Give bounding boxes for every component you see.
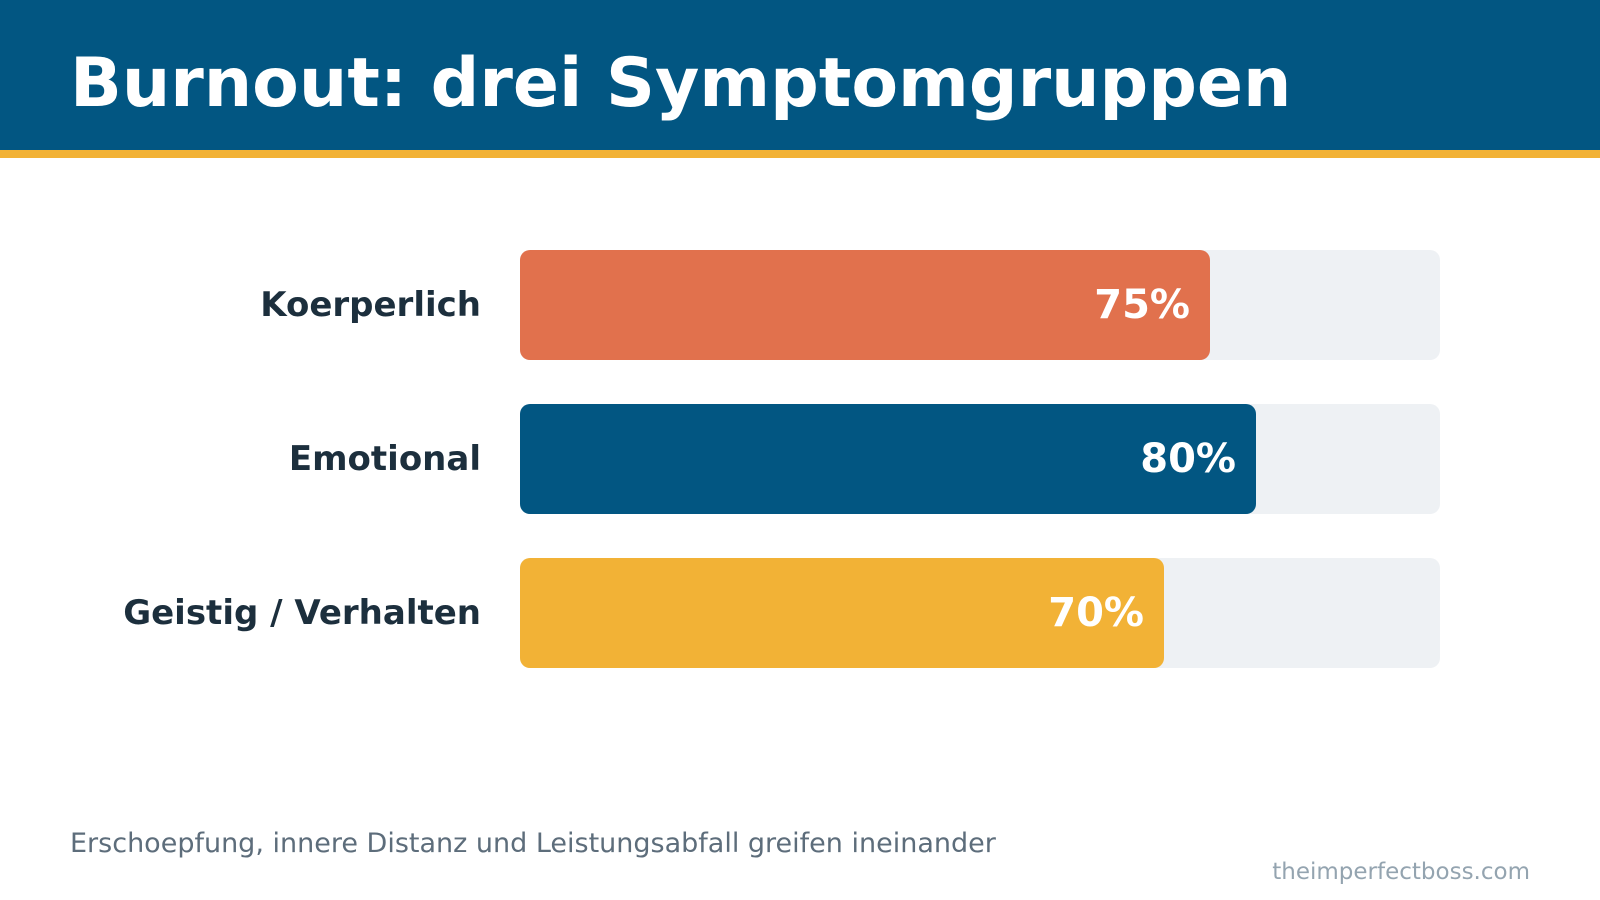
- bar: [520, 404, 1256, 514]
- category-label: Koerperlich: [260, 285, 481, 325]
- value-label: 70%: [1048, 590, 1144, 636]
- value-label: 80%: [1140, 436, 1236, 482]
- bar: [520, 250, 1210, 360]
- bar: [520, 558, 1164, 668]
- category-label: Emotional: [289, 439, 481, 479]
- value-label: 75%: [1094, 282, 1190, 328]
- source-credit: theimperfectboss.com: [1272, 859, 1530, 885]
- category-label: Geistig / Verhalten: [123, 593, 481, 633]
- accent-stripe: [0, 150, 1600, 158]
- chart-subtitle: Erschoepfung, innere Distanz und Leistun…: [70, 828, 996, 859]
- page-title: Burnout: drei Symptomgruppen: [70, 44, 1292, 123]
- header-bar: Burnout: drei Symptomgruppen: [0, 0, 1600, 150]
